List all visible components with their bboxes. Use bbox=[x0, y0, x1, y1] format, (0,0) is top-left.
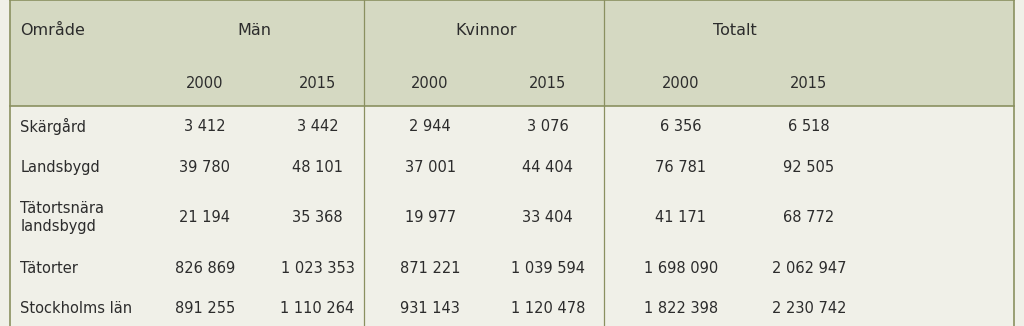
FancyBboxPatch shape bbox=[10, 289, 1014, 326]
Text: 39 780: 39 780 bbox=[179, 159, 230, 175]
Text: 2000: 2000 bbox=[412, 76, 449, 92]
Text: 871 221: 871 221 bbox=[399, 260, 461, 276]
Text: 891 255: 891 255 bbox=[175, 301, 234, 317]
Text: 1 023 353: 1 023 353 bbox=[281, 260, 354, 276]
FancyBboxPatch shape bbox=[10, 0, 1014, 62]
Text: 3 412: 3 412 bbox=[184, 119, 225, 134]
Text: Stockholms län: Stockholms län bbox=[20, 301, 132, 317]
Text: 2000: 2000 bbox=[186, 76, 223, 92]
Text: Landsbygd: Landsbygd bbox=[20, 159, 100, 175]
FancyBboxPatch shape bbox=[10, 187, 1014, 248]
Text: 1 110 264: 1 110 264 bbox=[281, 301, 354, 317]
Text: 1 120 478: 1 120 478 bbox=[511, 301, 585, 317]
Text: 48 101: 48 101 bbox=[292, 159, 343, 175]
Text: Tätortsnära
landsbygd: Tätortsnära landsbygd bbox=[20, 201, 104, 234]
Text: 2 062 947: 2 062 947 bbox=[772, 260, 846, 276]
Text: Totalt: Totalt bbox=[714, 23, 757, 38]
Text: 1 698 090: 1 698 090 bbox=[644, 260, 718, 276]
Text: 2 944: 2 944 bbox=[410, 119, 451, 134]
Text: 2 230 742: 2 230 742 bbox=[772, 301, 846, 317]
Text: 2015: 2015 bbox=[529, 76, 566, 92]
Text: 6 518: 6 518 bbox=[788, 119, 829, 134]
Text: 37 001: 37 001 bbox=[404, 159, 456, 175]
Text: 931 143: 931 143 bbox=[400, 301, 460, 317]
Text: 1 039 594: 1 039 594 bbox=[511, 260, 585, 276]
Text: 21 194: 21 194 bbox=[179, 210, 230, 225]
Text: 2015: 2015 bbox=[791, 76, 827, 92]
Text: 2015: 2015 bbox=[299, 76, 336, 92]
Text: 41 171: 41 171 bbox=[655, 210, 707, 225]
Text: Män: Män bbox=[237, 23, 271, 38]
Text: Tätorter: Tätorter bbox=[20, 260, 79, 276]
FancyBboxPatch shape bbox=[10, 62, 1014, 106]
Text: 44 404: 44 404 bbox=[522, 159, 573, 175]
Text: 1 822 398: 1 822 398 bbox=[644, 301, 718, 317]
Text: 33 404: 33 404 bbox=[522, 210, 573, 225]
Text: Kvinnor: Kvinnor bbox=[456, 23, 517, 38]
Text: 76 781: 76 781 bbox=[655, 159, 707, 175]
Text: 6 356: 6 356 bbox=[660, 119, 701, 134]
Text: 35 368: 35 368 bbox=[292, 210, 343, 225]
FancyBboxPatch shape bbox=[10, 106, 1014, 147]
Text: 826 869: 826 869 bbox=[175, 260, 234, 276]
Text: Område: Område bbox=[20, 23, 85, 38]
Text: 92 505: 92 505 bbox=[783, 159, 835, 175]
FancyBboxPatch shape bbox=[10, 248, 1014, 289]
Text: 2000: 2000 bbox=[663, 76, 699, 92]
Text: 19 977: 19 977 bbox=[404, 210, 456, 225]
FancyBboxPatch shape bbox=[10, 147, 1014, 187]
Text: 3 442: 3 442 bbox=[297, 119, 338, 134]
Text: 68 772: 68 772 bbox=[783, 210, 835, 225]
Text: 3 076: 3 076 bbox=[527, 119, 568, 134]
Text: Skärgård: Skärgård bbox=[20, 118, 86, 135]
